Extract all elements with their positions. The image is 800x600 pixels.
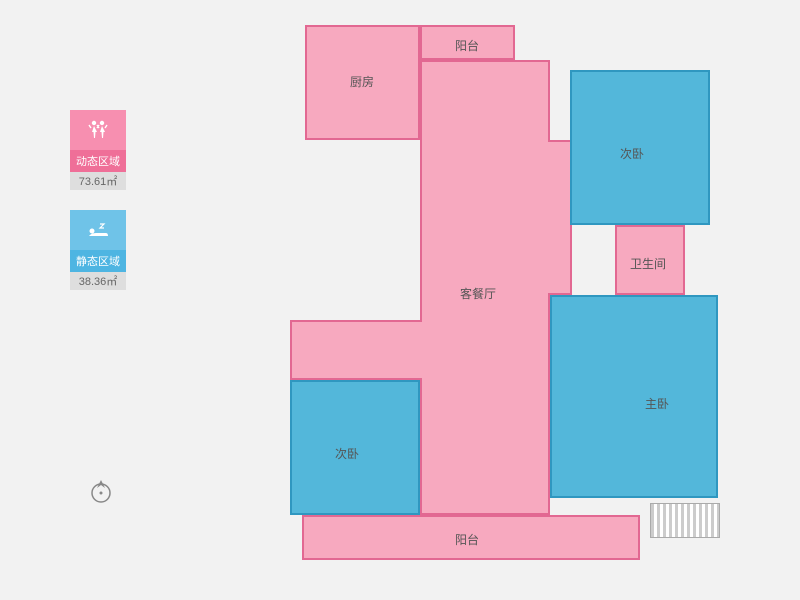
room-bedroom_master (550, 295, 718, 498)
legend-dynamic-label: 动态区域 (70, 150, 126, 172)
room-living_ext_r (548, 140, 572, 295)
sleep-icon (70, 210, 126, 250)
legend-static-label: 静态区域 (70, 250, 126, 272)
room-balcony_top (420, 25, 515, 60)
floorplan: 厨房阳台客餐厅卫生间阳台次卧主卧次卧 (230, 25, 720, 577)
room-bedroom_tr (570, 70, 710, 225)
room-bathroom (615, 225, 685, 295)
legend-dynamic-value: 73.61㎡ (70, 172, 126, 190)
room-living_ext_l (290, 320, 422, 380)
room-balcony_bottom (302, 515, 640, 560)
people-icon (70, 110, 126, 150)
room-bedroom_bl (290, 380, 420, 515)
hvac-unit (650, 503, 720, 538)
compass-icon (88, 478, 114, 504)
legend-static-value: 38.36㎡ (70, 272, 126, 290)
legend-static: 静态区域 38.36㎡ (70, 210, 128, 290)
room-living (420, 60, 550, 515)
legend-panel: 动态区域 73.61㎡ 静态区域 38.36㎡ (70, 110, 128, 310)
room-kitchen (305, 25, 420, 140)
legend-dynamic: 动态区域 73.61㎡ (70, 110, 128, 190)
